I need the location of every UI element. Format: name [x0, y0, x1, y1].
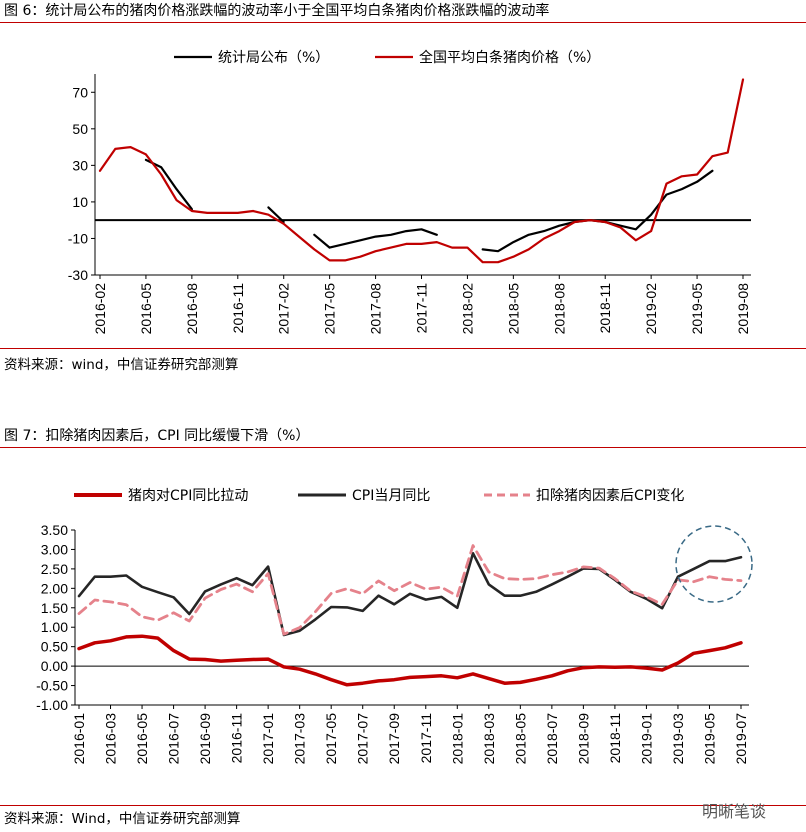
- y-tick-label: 0.50: [41, 639, 68, 655]
- series-line-0: [267, 206, 285, 224]
- x-tick-label: 2016-11: [230, 283, 246, 334]
- x-tick-label: 2018-11: [597, 283, 613, 334]
- x-tick-label: 2017-02: [276, 283, 292, 335]
- y-tick-label: 3.00: [41, 541, 68, 557]
- legend-label-cpi: CPI当月同比: [352, 488, 430, 504]
- x-tick-label: 2018-08: [551, 283, 567, 335]
- x-tick-label: 2016-05: [138, 283, 154, 335]
- x-tick-label: 2018-03: [481, 713, 497, 765]
- series-line-0: [144, 158, 193, 211]
- x-tick-label: 2017-11: [414, 283, 430, 334]
- x-tick-label: 2019-05: [689, 283, 705, 335]
- y-tick-label: 50: [72, 121, 88, 137]
- figure6-bottom-rule: [0, 348, 806, 349]
- chart6-svg: 统计局公布（%） 全国平均白条猪肉价格（%） -30 -10 10 30 50 70 201…: [68, 49, 751, 334]
- legend-label-nbs: 统计局公布（%）: [218, 50, 329, 66]
- y-tick-label: 3.50: [41, 522, 68, 538]
- y-tick-label: -10: [68, 230, 88, 246]
- chart6-axes: -30 -10 10 30 50 70 2016-02 2016-05 2016-08 2016-…: [68, 74, 751, 334]
- figure6-title: 图 6：统计局公布的猪肉价格涨跌幅的波动率小于全国平均白条猪肉价格涨跌幅的波动率: [4, 3, 550, 19]
- figure7-title-rule: [0, 447, 806, 448]
- x-tick-label: 2018-09: [575, 713, 591, 765]
- y-tick-label: 0.00: [41, 658, 68, 674]
- x-tick-label: 2018-05: [505, 283, 521, 335]
- x-tick-label: 2017-03: [292, 713, 308, 765]
- watermark: 明晰笔谈: [701, 802, 766, 821]
- x-tick-label: 2016-07: [166, 713, 182, 765]
- x-tick-label: 2019-05: [701, 713, 717, 765]
- y-tick-label: 1.50: [41, 600, 68, 616]
- x-tick-label: 2019-07: [733, 713, 749, 765]
- legend-label-cpi-ex-pork: 扣除猪肉因素后CPI变化: [536, 488, 684, 504]
- y-tick-label: -1.00: [36, 697, 68, 713]
- legend-label-pork-price: 全国平均白条猪肉价格（%）: [419, 49, 600, 66]
- chart6-legend: 统计局公布（%） 全国平均白条猪肉价格（%）: [174, 49, 600, 66]
- x-tick-label: 2018-01: [449, 713, 465, 765]
- x-tick-label: 2019-01: [638, 713, 654, 765]
- series-line-0: [313, 228, 438, 249]
- x-tick-label: 2016-09: [197, 713, 213, 765]
- x-tick-label: 2019-03: [670, 713, 686, 765]
- y-tick-label: 2.50: [41, 561, 68, 577]
- x-tick-label: 2018-07: [544, 713, 560, 765]
- y-tick-label: 30: [72, 157, 88, 173]
- x-tick-label: 2017-01: [260, 713, 276, 765]
- figure7-source: 资料来源：Wind，中信证券研究部测算: [4, 811, 241, 827]
- x-tick-label: 2016-01: [71, 713, 87, 765]
- y-tick-label: -0.50: [36, 678, 68, 694]
- chart6-series: [98, 78, 745, 264]
- chart7-svg: 猪肉对CPI同比拉动 CPI当月同比 扣除猪肉因素后CPI变化 -1.00 -0.…: [36, 488, 753, 764]
- figure6-title-rule: [0, 22, 806, 23]
- x-tick-label: 2019-08: [735, 283, 751, 335]
- legend-label-pork-pull: 猪肉对CPI同比拉动: [128, 488, 248, 504]
- y-tick-label: 70: [72, 84, 88, 100]
- y-tick-label: 1.00: [41, 619, 68, 635]
- y-tick-label: 10: [72, 194, 88, 210]
- chart7-series: [77, 544, 743, 687]
- y-tick-label: -30: [68, 267, 88, 283]
- x-tick-label: 2016-03: [103, 713, 119, 765]
- x-tick-label: 2017-08: [368, 283, 384, 335]
- x-tick-label: 2017-05: [323, 713, 339, 765]
- figure7-title: 图 7：扣除猪肉因素后，CPI 同比缓慢下滑（%）: [4, 428, 310, 444]
- series-line-1: [77, 552, 743, 637]
- series-line-2: [77, 544, 743, 636]
- x-tick-label: 2019-02: [643, 283, 659, 335]
- x-tick-label: 2017-11: [418, 713, 434, 764]
- x-tick-label: 2018-05: [512, 713, 528, 765]
- highlight-circle: [675, 525, 753, 603]
- series-line-0: [77, 634, 743, 687]
- x-tick-label: 2017-07: [355, 713, 371, 765]
- x-tick-label: 2016-11: [229, 713, 245, 764]
- y-tick-label: 2.00: [41, 580, 68, 596]
- figure6-source: 资料来源：wind，中信证券研究部测算: [4, 357, 239, 373]
- chart7-axes: -1.00 -0.50 0.00 0.50 1.00 1.50 2.00 2.50 3.00 3.…: [36, 522, 749, 764]
- x-tick-label: 2016-08: [184, 283, 200, 335]
- x-tick-label: 2016-05: [134, 713, 150, 765]
- x-tick-label: 2017-09: [386, 713, 402, 765]
- x-tick-label: 2016-02: [92, 283, 108, 335]
- chart7-legend: 猪肉对CPI同比拉动 CPI当月同比 扣除猪肉因素后CPI变化: [74, 488, 684, 504]
- series-line-1: [98, 78, 745, 264]
- x-tick-label: 2018-11: [607, 713, 623, 764]
- x-tick-label: 2018-02: [459, 283, 475, 335]
- figure7-bottom-rule: [0, 805, 806, 806]
- x-tick-label: 2017-05: [322, 283, 338, 335]
- series-line-0: [481, 169, 714, 253]
